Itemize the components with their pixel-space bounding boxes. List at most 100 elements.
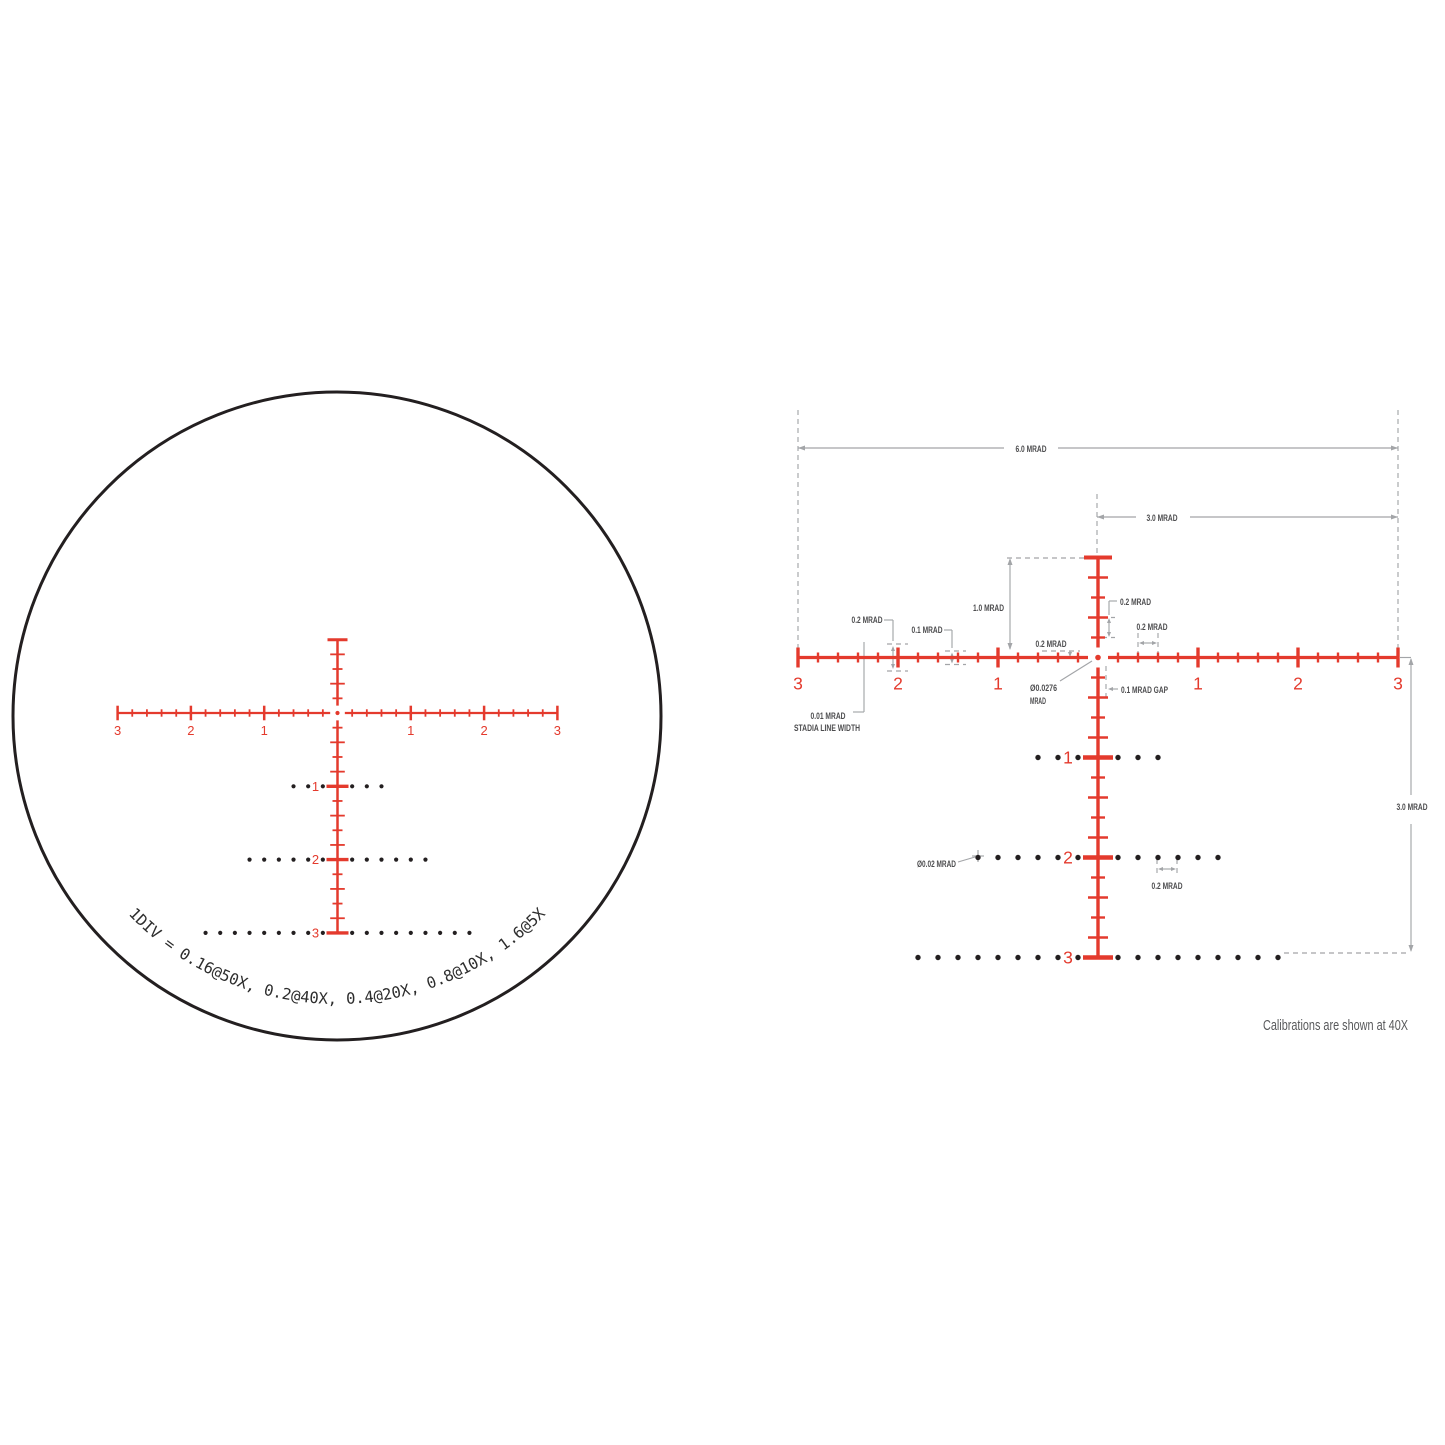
drop-dot	[350, 784, 355, 789]
dim-label-dim-02-post: 0.2 MRAD	[1120, 597, 1151, 608]
arrowhead	[1152, 641, 1157, 645]
drop-dot	[247, 930, 252, 936]
drop-dot	[955, 954, 961, 961]
drop-dot	[291, 930, 296, 936]
dim-label-dot2-dia: Ø0.02 MRAD	[917, 859, 956, 870]
axis-number: 1	[993, 674, 1003, 694]
drop-dot	[218, 930, 223, 936]
arrowhead	[1007, 558, 1013, 565]
center-dot	[335, 710, 340, 716]
drop-dot	[306, 930, 311, 936]
calibration-reticle: 3 2 1 1 2 3 1 2 3	[793, 555, 1403, 968]
drop-dot	[262, 930, 267, 936]
drop-dot	[379, 930, 384, 936]
drop-dot	[364, 784, 369, 789]
row-number: 1	[312, 779, 319, 794]
arrowhead	[1408, 945, 1414, 952]
dim-label-dim-02-row2: 0.2 MRAD	[1152, 881, 1183, 892]
center-dot	[1095, 654, 1101, 661]
dim-label-dim-1mrad: 1.0 MRAD	[973, 603, 1004, 614]
drop-dot	[291, 784, 296, 789]
arrowhead	[1107, 618, 1111, 623]
arrowhead	[891, 664, 895, 669]
drop-dot	[935, 954, 941, 961]
drop-dot	[1055, 954, 1061, 961]
drop-dot	[1135, 854, 1141, 861]
drop-dot	[1135, 954, 1141, 961]
drop-dot	[467, 930, 472, 936]
arrowhead	[1391, 514, 1398, 520]
drop-dot	[262, 857, 267, 862]
axis-number: 3	[114, 723, 121, 738]
drop-dot	[915, 954, 921, 961]
arrowhead	[891, 646, 895, 651]
drop-dot	[306, 784, 311, 789]
dim-label-gap-01: 0.1 MRAD GAP	[1121, 685, 1168, 696]
drop-dot	[975, 954, 981, 961]
drop-dot	[452, 930, 457, 936]
drop-dot	[975, 854, 981, 861]
dim-label-dot-dia-line1: Ø0.0276	[1030, 683, 1057, 694]
drop-dot	[1235, 954, 1241, 961]
drop-dot	[203, 930, 208, 936]
row-number: 3	[312, 925, 319, 940]
drop-dot	[306, 857, 311, 862]
dot-diameter-leader	[1059, 660, 1093, 682]
drop-dot	[1155, 954, 1161, 961]
drop-dot	[1115, 954, 1121, 961]
drop-dot	[995, 854, 1001, 861]
drop-dot	[1115, 854, 1121, 861]
arrowhead	[1171, 867, 1176, 871]
axis-number: 1	[407, 723, 414, 738]
drop-dot	[1075, 954, 1081, 961]
drop-dot	[1035, 954, 1041, 961]
arrowhead	[1391, 445, 1398, 451]
axis-number: 3	[1393, 674, 1403, 694]
drop-dot	[1175, 854, 1181, 861]
calibration-diagram: 6.0 MRAD 3.0 MRAD 1.0 MRAD 0.2 MRAD 0.2 MRAD…	[793, 410, 1428, 1034]
dim-label-dim-02-right: 0.2 MRAD	[1137, 622, 1168, 633]
dot2-leader	[957, 856, 976, 863]
dim-label-dim-3mrad-right: 3.0 MRAD	[1397, 802, 1428, 813]
arrowhead	[1007, 643, 1013, 650]
arrowhead	[1408, 658, 1414, 665]
axis-number: 3	[554, 723, 561, 738]
drop-dot	[423, 930, 428, 936]
axis-number: 3	[793, 674, 803, 694]
drop-dot	[1035, 854, 1041, 861]
arrowhead	[1108, 687, 1113, 691]
axis-number: 2	[1293, 674, 1303, 694]
arrowhead	[1158, 867, 1163, 871]
drop-dot	[1215, 854, 1221, 861]
drop-dot	[1075, 854, 1081, 861]
drop-dot	[1175, 954, 1181, 961]
drop-dot	[1055, 854, 1061, 861]
drop-dot	[1255, 954, 1261, 961]
drop-dot	[1155, 854, 1161, 861]
drop-dot	[1035, 754, 1041, 761]
arrowhead	[1107, 632, 1111, 637]
drop-dot	[320, 930, 325, 936]
drop-dot	[320, 857, 325, 862]
axis-number: 1	[261, 723, 268, 738]
drop-dot	[1135, 754, 1141, 761]
drop-dot	[379, 784, 384, 789]
dim-label-dot-dia-line2: MRAD	[1030, 696, 1046, 707]
arrowhead	[950, 659, 954, 664]
drop-dot	[1015, 854, 1021, 861]
drop-dot	[364, 857, 369, 862]
drop-dot	[232, 930, 237, 936]
drop-dot	[1275, 954, 1281, 961]
drop-dot	[1115, 754, 1121, 761]
axis-number: 2	[893, 674, 903, 694]
drop-dot	[320, 784, 325, 789]
drop-dot	[394, 930, 399, 936]
arrowhead	[1068, 652, 1072, 657]
drop-dot	[364, 930, 369, 936]
drop-dot	[995, 954, 1001, 961]
drop-dot	[1155, 754, 1161, 761]
axis-number: 2	[187, 723, 194, 738]
dim-label-dim-6mrad: 6.0 MRAD	[1016, 444, 1047, 455]
drop-dot	[1215, 954, 1221, 961]
